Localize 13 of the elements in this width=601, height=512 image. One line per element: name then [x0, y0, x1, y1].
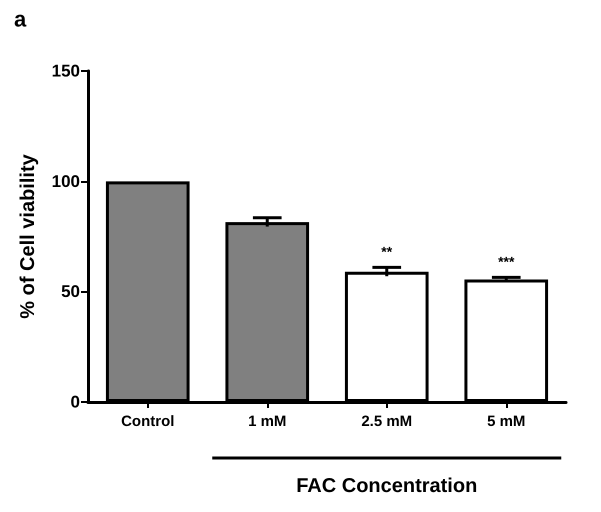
annotation: ** [381, 243, 393, 260]
y-tick-label: 100 [52, 172, 80, 191]
x-tick-label: 5 mM [487, 413, 526, 430]
x-tick-label: 2.5 mM [361, 413, 412, 430]
annotation: *** [498, 253, 515, 270]
y-axis-title: % of Cell viability [17, 153, 39, 319]
x-tick-label: 1 mM [248, 413, 286, 430]
y-tick-label: 0 [70, 392, 80, 412]
x-axis-title: FAC Concentration [296, 475, 478, 497]
x-tick-label: Control [121, 413, 174, 430]
y-tick-label: 150 [52, 62, 80, 80]
y-tick-label: 50 [61, 282, 80, 302]
text: a [14, 6, 27, 32]
